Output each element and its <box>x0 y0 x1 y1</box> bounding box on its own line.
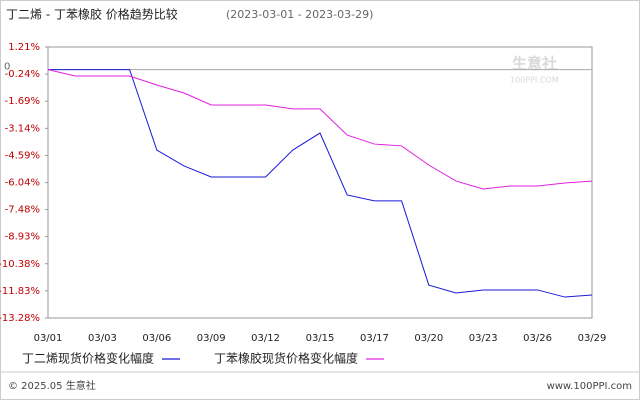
y-tick-label: -11.83% <box>0 286 40 297</box>
x-tick-label: 03/09 <box>197 333 226 344</box>
x-tick-label: 03/06 <box>142 333 171 344</box>
x-tick-label: 03/12 <box>251 333 280 344</box>
x-tick-label: 03/03 <box>88 333 117 344</box>
legend-label: 丁二烯现货价格变化幅度 <box>22 351 154 366</box>
watermark-name: 生意社 <box>512 55 557 73</box>
x-tick-label: 03/15 <box>306 333 335 344</box>
y-tick-label: -1.69% <box>5 96 40 107</box>
y-tick-label: -8.93% <box>5 232 40 243</box>
chart-title: 丁二烯 - 丁苯橡胶 价格趋势比较 <box>6 7 178 22</box>
legend-label: 丁苯橡胶现货价格变化幅度 <box>214 351 358 366</box>
y-tick-label: -7.48% <box>5 205 40 216</box>
y-tick-label: -0.24% <box>5 69 40 80</box>
y-tick-label: -13.28% <box>0 313 40 324</box>
zero-label: 0 <box>4 62 10 73</box>
series-line <box>47 69 593 190</box>
series-line <box>48 69 593 298</box>
footer-left: © 2025.05 生意社 <box>8 379 96 392</box>
y-tick-label: -6.04% <box>5 178 40 189</box>
x-tick-label: 03/23 <box>469 333 498 344</box>
x-tick-label: 03/20 <box>414 333 443 344</box>
chart-subtitle: (2023-03-01 - 2023-03-29) <box>226 8 373 21</box>
y-tick-label: -10.38% <box>0 259 40 270</box>
x-tick-label: 03/29 <box>578 333 607 344</box>
y-tick-label: 1.21% <box>8 42 40 53</box>
y-tick-label: -4.59% <box>5 150 40 161</box>
watermark-site: 100PPI.COM <box>510 76 559 85</box>
x-tick-label: 03/17 <box>360 333 389 344</box>
footer-right: www.100PPI.com <box>547 381 632 392</box>
y-tick-label: -3.14% <box>5 123 40 134</box>
x-tick-label: 03/26 <box>523 333 552 344</box>
x-tick-label: 03/01 <box>34 333 63 344</box>
